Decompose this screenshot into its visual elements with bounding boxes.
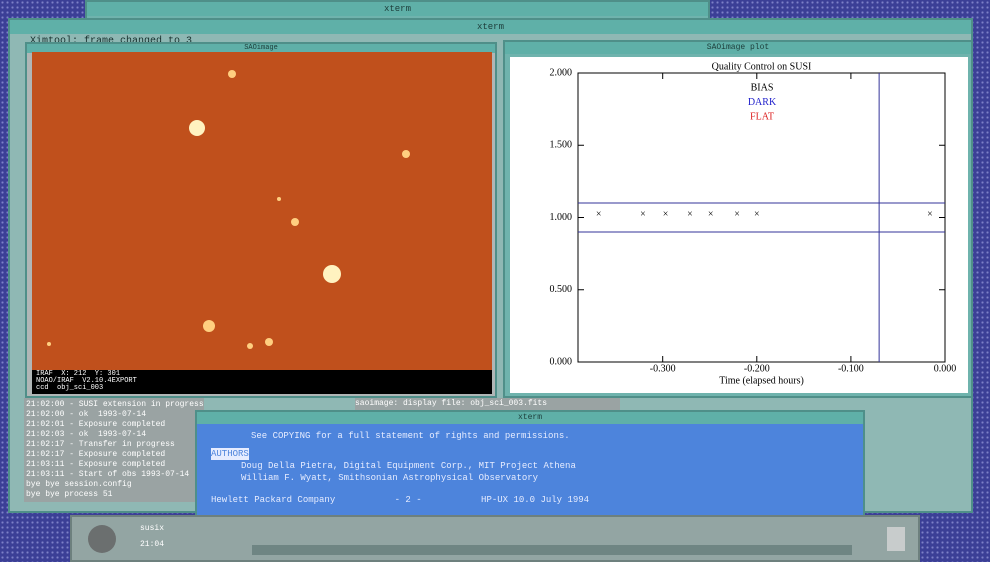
- y-tick-label: 2.000: [550, 67, 573, 78]
- window-title: xterm: [197, 412, 863, 424]
- panel-icon[interactable]: [88, 525, 116, 553]
- panel: susix 21:04: [70, 515, 920, 562]
- log-line: 21:02:17 - Exposure completed: [26, 450, 202, 460]
- log-line: 21:02:00 - ok 1993-07-14: [26, 410, 202, 420]
- point: ×: [754, 209, 760, 220]
- point: ×: [708, 209, 714, 220]
- status-line: ccd obj_sci_003: [36, 385, 488, 392]
- point: ×: [927, 209, 933, 220]
- trash-icon[interactable]: [887, 527, 905, 551]
- plot: Quality Control on SUSI Time (elapsed hou…: [510, 57, 968, 393]
- terminal-line: Doug Della Pietra, Digital Equipment Cor…: [211, 460, 589, 472]
- log-line: bye bye process 51: [26, 490, 202, 500]
- clock: 21:04: [140, 539, 164, 551]
- log-line: 21:03:11 - Start of obs 1993-07-14: [26, 470, 202, 480]
- terminal-line: AUTHORS: [211, 448, 249, 460]
- x-tick-label: 0.000: [934, 363, 957, 374]
- log-line: 21:02:03 - ok 1993-07-14: [26, 430, 202, 440]
- point: ×: [640, 209, 646, 220]
- log-line: 21:03:11 - Exposure completed: [26, 460, 202, 470]
- plot-window[interactable]: SAOimage plot Quality Control on SUSI Tim…: [503, 40, 973, 398]
- y-tick-label: 0.000: [550, 356, 573, 367]
- window-title: xterm: [10, 20, 971, 34]
- window-title: SAOimage plot: [505, 42, 971, 54]
- point: ×: [596, 209, 602, 220]
- point: ×: [687, 209, 693, 220]
- terminal-line: Hewlett Packard Company - 2 - HP-UX 10.0…: [211, 494, 589, 506]
- y-tick-label: 0.500: [550, 284, 573, 295]
- legend-entry: FLAT: [750, 111, 774, 122]
- log-line: bye bye session.config: [26, 480, 202, 490]
- image-display: [32, 52, 492, 370]
- x-tick-label: -0.300: [650, 363, 676, 374]
- x-axis-label: Time (elapsed hours): [719, 375, 804, 386]
- log-line: 21:02:00 - SUSI extension in progress: [26, 400, 202, 410]
- desktop: xterm xterm Ximtool: frame changed to 3 …: [0, 0, 990, 562]
- point: ×: [734, 209, 740, 220]
- y-tick-label: 1.000: [550, 212, 573, 223]
- chart-title: Quality Control on SUSI: [712, 61, 812, 72]
- terminal-text: See COPYING for a full statement of righ…: [211, 430, 589, 528]
- legend-entry: DARK: [748, 97, 777, 108]
- x-tick-label: -0.200: [744, 363, 770, 374]
- host-label: susix: [140, 523, 164, 535]
- log-line: 21:02:17 - Transfer in progress: [26, 440, 202, 450]
- terminal-line: See COPYING for a full statement of righ…: [211, 430, 589, 442]
- plot-area: Quality Control on SUSI Time (elapsed hou…: [510, 57, 968, 393]
- window-title: xterm: [87, 2, 708, 16]
- y-tick-label: 1.500: [550, 140, 573, 151]
- legend-entry: BIAS: [751, 82, 774, 93]
- log-line: 21:02:01 - Exposure completed: [26, 420, 202, 430]
- task-bar[interactable]: [252, 545, 852, 555]
- status-line: NOAO/IRAF V2.10.4EXPORT: [36, 378, 488, 385]
- terminal-line: William F. Wyatt, Smithsonian Astrophysi…: [211, 472, 589, 484]
- point: ×: [663, 209, 669, 220]
- x-tick-label: -0.100: [838, 363, 864, 374]
